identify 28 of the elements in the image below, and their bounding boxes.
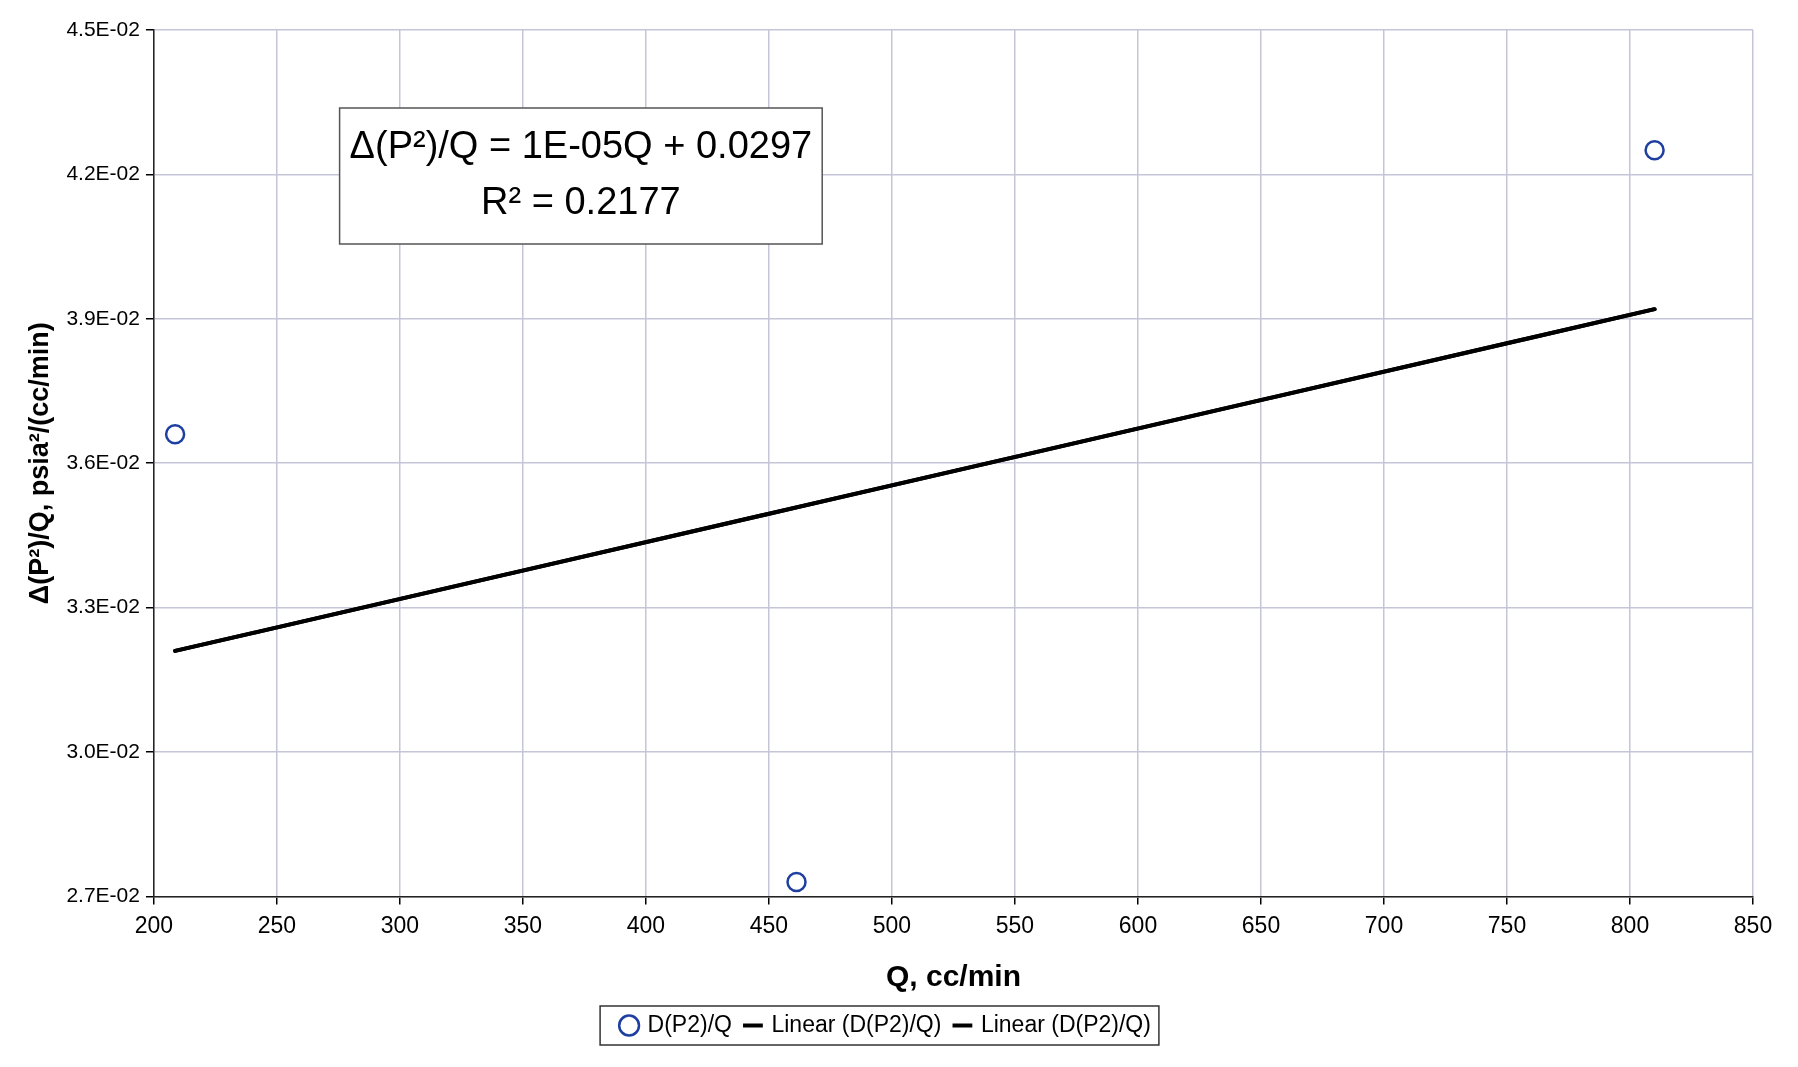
x-tick-label: 300 — [380, 911, 420, 938]
y-axis-title: Δ(P²)/Q, psia²/(cc/min) — [23, 322, 54, 605]
annotation: Δ(P²)/Q = 1E-05Q + 0.0297 — [349, 124, 813, 167]
legend-label: Linear (D(P2)/Q) — [980, 1010, 1151, 1037]
x-tick-label: 550 — [995, 911, 1035, 938]
x-tick-label: 700 — [1364, 911, 1404, 938]
x-tick-label: 650 — [1241, 911, 1281, 938]
y-tick-label: 3.0E-02 — [66, 738, 140, 762]
x-tick-label: 800 — [1610, 911, 1650, 938]
x-tick-label: 450 — [749, 911, 789, 938]
x-tick-label: 850 — [1733, 911, 1773, 938]
x-tick-label: 250 — [257, 911, 297, 938]
x-tick-label: 400 — [626, 911, 666, 938]
y-tick-label: 3.6E-02 — [66, 450, 140, 473]
x-tick-label: 600 — [1118, 911, 1158, 938]
x-tick-label: 750 — [1487, 911, 1527, 938]
y-tick-label: 4.2E-02 — [66, 161, 140, 185]
x-axis-title: Q, cc/min — [885, 959, 1021, 993]
x-tick-label: 500 — [872, 911, 912, 938]
y-tick-label: 3.3E-02 — [66, 594, 140, 618]
x-tick-label: 200 — [134, 911, 174, 938]
legend-label: D(P2)/Q — [647, 1010, 732, 1037]
y-tick-label: 4.5E-02 — [66, 16, 140, 40]
x-tick-label: 350 — [503, 911, 543, 938]
y-tick-label: 2.7E-02 — [66, 883, 140, 907]
legend-label: Linear (D(P2)/Q) — [771, 1010, 942, 1037]
annotation: R² = 0.2177 — [481, 180, 681, 223]
y-tick-label: 3.9E-02 — [66, 305, 140, 329]
